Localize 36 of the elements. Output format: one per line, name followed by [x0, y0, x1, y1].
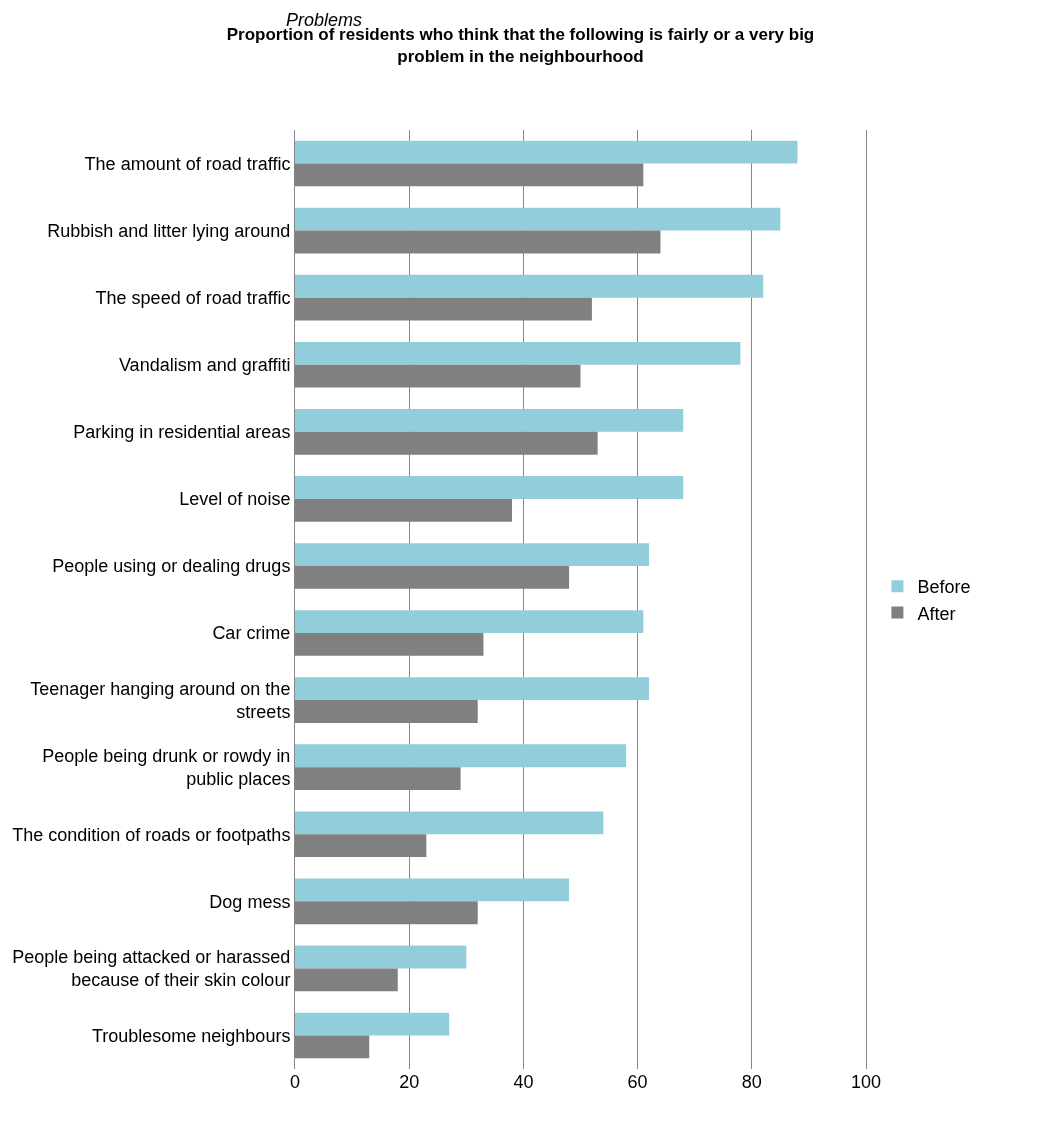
y-tick-label: Troublesome neighbours [91, 1025, 291, 1046]
bar [295, 140, 798, 164]
x-tick-label: 80 [741, 1072, 762, 1092]
bar [295, 274, 764, 298]
bar [295, 811, 604, 835]
bar [295, 677, 650, 701]
bar [295, 878, 570, 902]
y-tick-label: The speed of road traffic [95, 287, 291, 308]
y-tick-label: Vandalism and graffiti [118, 355, 291, 376]
y-tick-label: People using or dealing drugs [52, 556, 291, 577]
bar [295, 476, 684, 499]
bar [295, 1012, 450, 1036]
y-tick-label: Teenager hanging around on the streets [30, 678, 291, 723]
y-tick-label: People being attacked or harassed because of their skin colour [12, 946, 291, 991]
x-tick-label: 100 [850, 1072, 882, 1092]
bar [295, 207, 781, 231]
y-tick-label: Rubbish and litter lying around [47, 220, 291, 241]
legend-label: Before [917, 577, 971, 598]
bar [295, 610, 644, 634]
bar [295, 341, 741, 365]
bar [295, 409, 684, 432]
y-tick-label: The condition of roads or footpaths [12, 824, 291, 845]
x-tick-label: 0 [289, 1072, 301, 1092]
x-tick-label: 20 [399, 1072, 420, 1092]
bar [295, 945, 467, 969]
y-tick-label: People being drunk or rowdy in public places [42, 745, 291, 790]
bar [295, 744, 627, 768]
x-tick-label: 40 [513, 1072, 534, 1092]
y-tick-label: Level of noise [179, 489, 291, 510]
legend-label: After [917, 603, 956, 624]
bar [295, 543, 650, 566]
y-tick-label: The amount of road traffic [84, 153, 291, 174]
y-tick-label: Car crime [212, 623, 291, 644]
x-tick-label: 60 [627, 1072, 648, 1092]
y-tick-label: Parking in residential areas [73, 422, 291, 443]
y-tick-label: Dog mess [209, 891, 291, 912]
